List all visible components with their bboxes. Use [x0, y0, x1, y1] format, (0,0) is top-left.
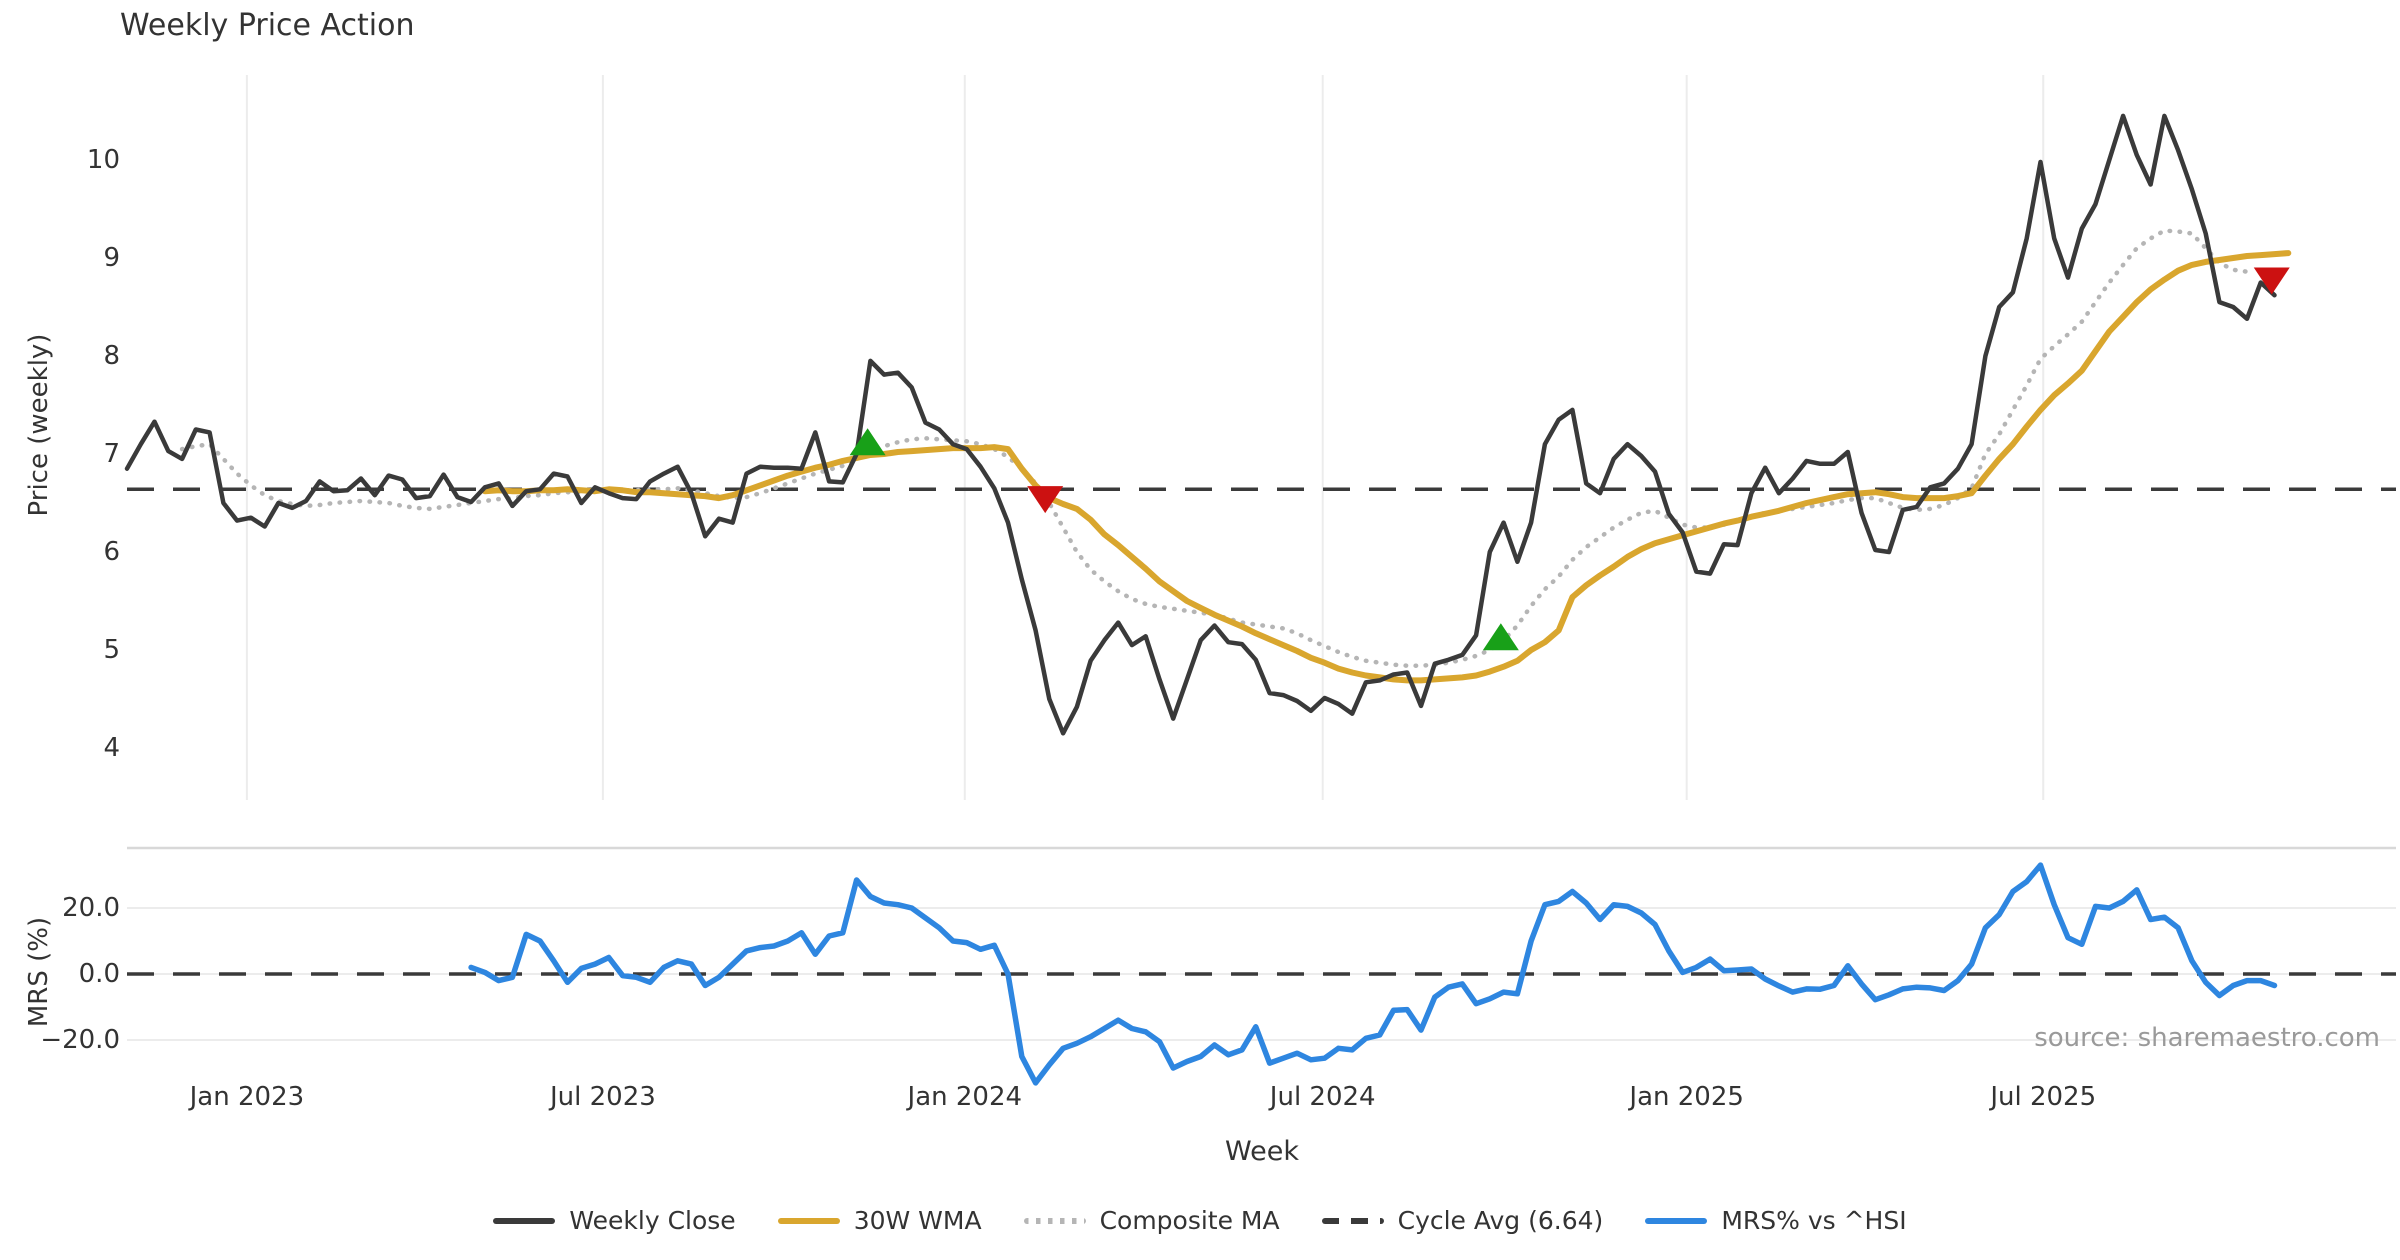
price-tick-label: 10	[87, 145, 120, 175]
buy-signal-marker	[1482, 623, 1519, 651]
x-tick-label: Jan 2023	[188, 1082, 305, 1112]
series-layer	[124, 113, 2396, 1086]
price-tick-label: 8	[103, 341, 120, 371]
legend-item-composite: Composite MA	[1023, 1206, 1280, 1235]
composite-line-swatch	[1023, 1217, 1086, 1224]
mrs-axis-label: MRS (%)	[24, 917, 54, 1027]
mrs-tick-label: −20.0	[40, 1025, 120, 1055]
x-tick-label: Jul 2025	[1988, 1082, 2096, 1112]
legend-item-wma: 30W WMA	[777, 1206, 982, 1235]
price-axis-label: Price (weekly)	[24, 334, 54, 517]
x-axis-label: Week	[1225, 1136, 1299, 1167]
composite-ma-line	[179, 228, 2250, 668]
price-tick-label: 7	[103, 439, 120, 469]
mrs-line-swatch	[1645, 1217, 1708, 1224]
legend-item-weekly-close: Weekly Close	[493, 1206, 736, 1235]
sell-signal-marker	[1027, 486, 1064, 514]
mrs-tick-label: 0.0	[79, 959, 120, 989]
grid-layer	[127, 75, 2396, 1041]
mrs-tick-label: 20.0	[62, 893, 120, 923]
x-tick-label: Jul 2024	[1268, 1082, 1376, 1112]
price-tick-label: 6	[103, 537, 120, 567]
price-tick-label: 9	[103, 243, 120, 273]
chart-legend: Weekly Close 30W WMA Composite MA Cycle …	[0, 1206, 2400, 1235]
legend-label: 30W WMA	[853, 1206, 982, 1235]
axis-layer: Price (weekly) MRS (%) Week source: shar…	[24, 145, 2380, 1167]
mrs-vs-hsi-line	[468, 862, 2278, 1086]
price-tick-label: 4	[103, 733, 120, 763]
legend-label: Weekly Close	[569, 1206, 736, 1235]
cycle-avg-line-swatch	[1321, 1217, 1384, 1224]
legend-label: Composite MA	[1099, 1206, 1280, 1235]
buy-signal-marker	[849, 428, 886, 456]
x-tick-label: Jan 2024	[906, 1082, 1023, 1112]
legend-item-mrs: MRS% vs ^HSI	[1645, 1206, 1907, 1235]
x-tick-label: Jan 2025	[1627, 1082, 1744, 1112]
chart-title: Weekly Price Action	[120, 8, 415, 43]
legend-item-cycle-avg: Cycle Avg (6.64)	[1321, 1206, 1604, 1235]
legend-label: Cycle Avg (6.64)	[1397, 1206, 1604, 1235]
price-tick-label: 5	[103, 635, 120, 665]
x-tick-label: Jul 2023	[548, 1082, 656, 1112]
wma-line-swatch	[777, 1217, 840, 1224]
weekly-close-line	[124, 113, 2277, 736]
sell-signal-marker	[2253, 267, 2290, 295]
source-text: source: sharemaestro.com	[2034, 1023, 2380, 1053]
weekly-close-line-swatch	[493, 1217, 556, 1224]
legend-label: MRS% vs ^HSI	[1721, 1206, 1907, 1235]
